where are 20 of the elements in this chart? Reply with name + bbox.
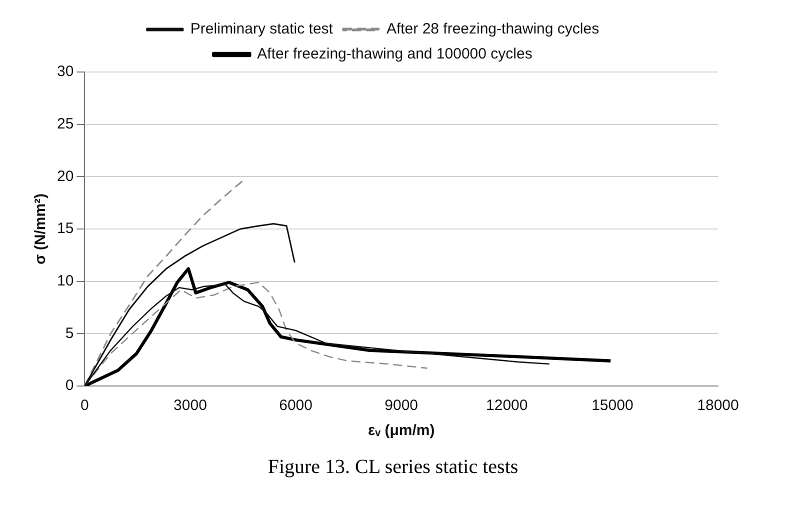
x-tick-label: 12000 [486, 397, 528, 414]
y-tick-label: 5 [65, 324, 74, 342]
x-tick-label: 0 [80, 397, 89, 414]
x-tick-label: 6000 [279, 397, 312, 414]
legend-label: Preliminary static test [190, 20, 334, 38]
y-axis-title: σ (N/mm²) [32, 193, 50, 265]
y-tick-label: 15 [56, 220, 74, 238]
x-tick-label: 9000 [384, 397, 418, 414]
x-tick-label: 15000 [592, 397, 634, 414]
x-tick-label: 18000 [697, 397, 739, 414]
caption: Figure 13. CL series static tests [266, 456, 520, 479]
x-tick-label: 3000 [174, 397, 207, 414]
y-tick-label: 25 [56, 115, 74, 132]
x-axis-title: εᵥ (μm/m) [368, 422, 435, 440]
legend-label: After freezing-thawing and 100000 cycles [257, 46, 532, 63]
y-tick-label: 0 [65, 377, 74, 394]
legend-label: After 28 freezing-thawing cycles [386, 20, 600, 38]
y-tick-label: 30 [56, 63, 74, 80]
y-tick-label: 20 [56, 168, 74, 185]
y-tick-label: 10 [56, 272, 74, 290]
